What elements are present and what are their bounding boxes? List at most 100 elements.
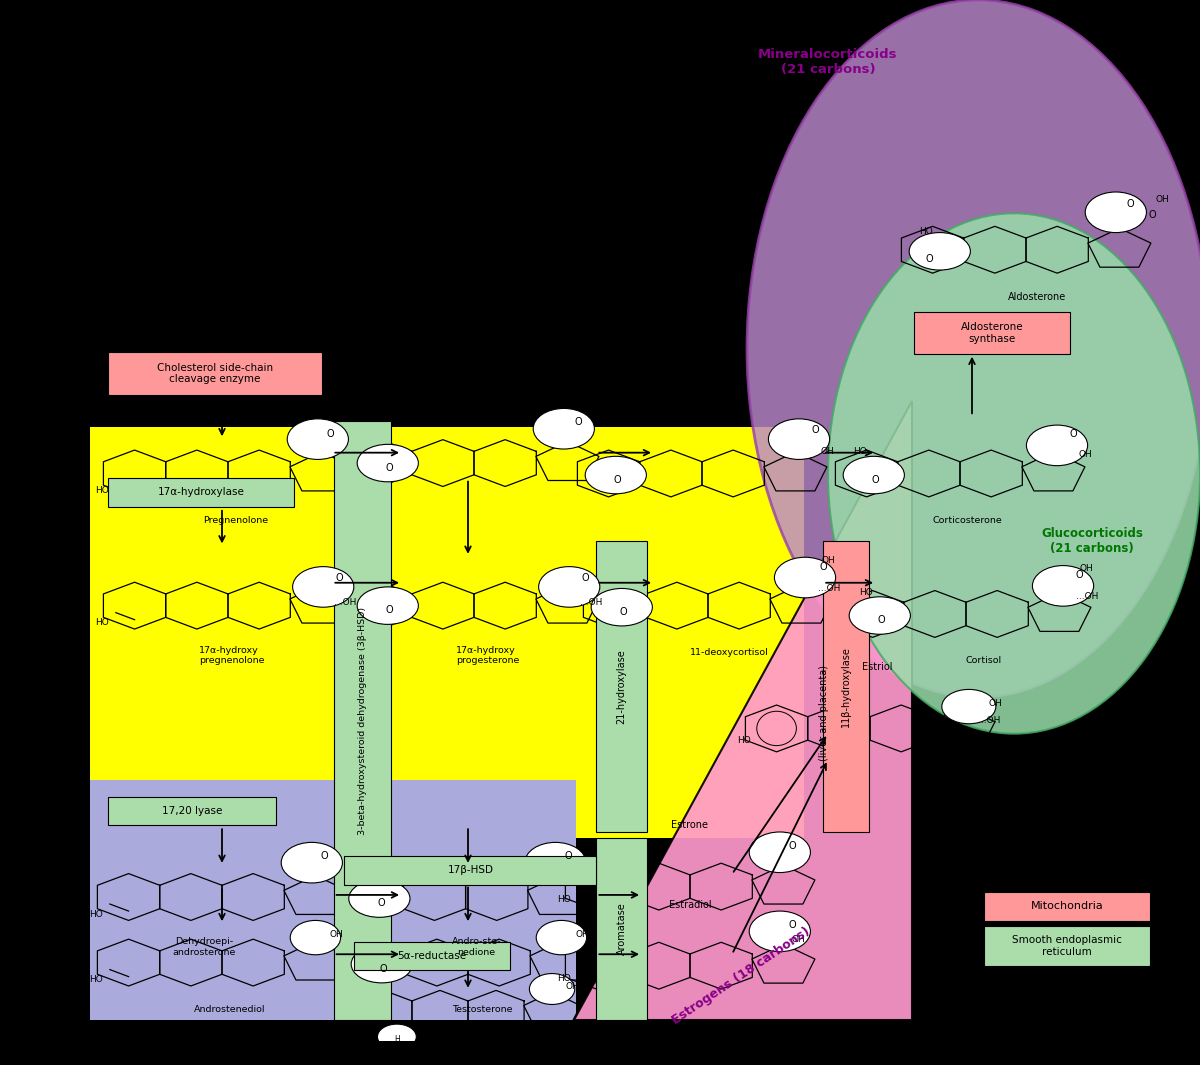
Text: Progestagens (21 carbons): Progestagens (21 carbons) — [68, 542, 80, 721]
Text: Andro-ste-
nedione: Andro-ste- nedione — [451, 937, 502, 956]
Text: 5α-reductase: 5α-reductase — [397, 951, 467, 961]
Text: O: O — [820, 561, 827, 572]
Text: Progesterone: Progesterone — [449, 397, 514, 407]
Text: 17α-hydroxylase: 17α-hydroxylase — [157, 487, 245, 497]
Text: O: O — [564, 851, 572, 862]
FancyBboxPatch shape — [354, 941, 510, 970]
Text: Aldosterone
synthase: Aldosterone synthase — [961, 323, 1024, 344]
Text: O: O — [1075, 570, 1084, 580]
Ellipse shape — [1032, 566, 1093, 606]
Text: ...OH: ...OH — [334, 599, 356, 607]
Text: HO: HO — [95, 619, 109, 627]
Text: ...OH: ...OH — [1075, 592, 1098, 602]
FancyBboxPatch shape — [344, 856, 596, 885]
Text: 11-deoxycortisol: 11-deoxycortisol — [690, 648, 769, 657]
FancyBboxPatch shape — [914, 312, 1070, 354]
Text: Mitochondria: Mitochondria — [1031, 901, 1103, 912]
FancyBboxPatch shape — [596, 838, 647, 1020]
Text: Dihydrote-
stosterone: Dihydrote- stosterone — [457, 1049, 505, 1065]
Text: Smooth endoplasmic
reticulum: Smooth endoplasmic reticulum — [1012, 935, 1122, 956]
Polygon shape — [574, 400, 912, 1020]
Text: OH: OH — [821, 447, 834, 456]
Ellipse shape — [524, 842, 586, 883]
Ellipse shape — [768, 419, 829, 459]
FancyBboxPatch shape — [108, 477, 294, 507]
Text: 3-beta-hydroxysteroid dehydrogenase (3β-HSD): 3-beta-hydroxysteroid dehydrogenase (3β-… — [358, 607, 367, 835]
Text: O: O — [1148, 211, 1156, 220]
Ellipse shape — [349, 880, 410, 917]
Text: 17,20 lyase: 17,20 lyase — [162, 806, 222, 816]
Text: O: O — [326, 429, 335, 440]
Text: O: O — [925, 255, 932, 264]
Ellipse shape — [586, 456, 647, 494]
Text: 17α-hydroxy
progesterone: 17α-hydroxy progesterone — [456, 645, 520, 666]
Text: HO: HO — [557, 973, 571, 983]
Text: Dehydroepi-
androsterone: Dehydroepi- androsterone — [173, 937, 235, 956]
Text: OH: OH — [330, 930, 343, 939]
FancyBboxPatch shape — [108, 797, 276, 825]
Ellipse shape — [536, 920, 587, 954]
Text: OH: OH — [576, 930, 589, 939]
Text: 11β-hydroxylase: 11β-hydroxylase — [841, 646, 851, 727]
Ellipse shape — [844, 456, 905, 494]
Ellipse shape — [910, 232, 971, 271]
FancyBboxPatch shape — [984, 891, 1150, 921]
Text: Estriol: Estriol — [862, 662, 893, 672]
Text: Aromatase: Aromatase — [617, 902, 626, 955]
Text: O: O — [336, 573, 343, 583]
Text: OH: OH — [1079, 564, 1093, 573]
Text: O: O — [877, 616, 886, 625]
Text: Pregnenolone: Pregnenolone — [203, 515, 268, 525]
FancyBboxPatch shape — [823, 541, 869, 833]
Text: O: O — [320, 851, 329, 862]
Ellipse shape — [281, 842, 342, 883]
Text: Testosterone: Testosterone — [452, 1005, 512, 1014]
Text: Estradiol: Estradiol — [668, 900, 712, 910]
Text: O: O — [871, 475, 880, 485]
Text: O: O — [377, 898, 385, 908]
Ellipse shape — [358, 587, 419, 624]
Ellipse shape — [749, 832, 810, 872]
Text: Estrone: Estrone — [672, 820, 708, 831]
Ellipse shape — [746, 0, 1200, 698]
Ellipse shape — [287, 419, 348, 459]
Text: O: O — [379, 964, 388, 973]
Text: Deoxy-
corticosterone: Deoxy- corticosterone — [673, 408, 742, 427]
Text: O: O — [1127, 199, 1134, 210]
Ellipse shape — [529, 973, 575, 1004]
Ellipse shape — [828, 213, 1200, 734]
Ellipse shape — [293, 567, 354, 607]
Text: OH: OH — [1079, 450, 1092, 459]
Text: HO: HO — [95, 486, 109, 495]
Text: O: O — [1069, 429, 1078, 440]
Ellipse shape — [592, 589, 653, 626]
Text: O: O — [613, 475, 622, 485]
Text: HO: HO — [853, 447, 866, 456]
Text: O: O — [582, 573, 589, 583]
Ellipse shape — [774, 557, 835, 597]
Text: HO: HO — [89, 976, 103, 984]
Text: 21-hydroxylase: 21-hydroxylase — [617, 650, 626, 724]
Text: HO: HO — [919, 227, 932, 235]
Ellipse shape — [942, 689, 996, 724]
Ellipse shape — [290, 920, 341, 954]
Text: Cholesterol side-chain
cleavage enzyme: Cholesterol side-chain cleavage enzyme — [157, 363, 272, 384]
Text: Glucocorticoids
(21 carbons): Glucocorticoids (21 carbons) — [1042, 527, 1142, 555]
Text: Estrogens (18 carbons): Estrogens (18 carbons) — [670, 925, 814, 1028]
Text: O: O — [619, 607, 628, 617]
Text: O: O — [364, 1029, 372, 1039]
Ellipse shape — [378, 1025, 416, 1049]
Text: 17α-hydroxy
pregnenolone: 17α-hydroxy pregnenolone — [199, 645, 265, 666]
Text: O: O — [788, 841, 797, 851]
Text: HO: HO — [737, 736, 751, 746]
Ellipse shape — [539, 567, 600, 607]
Ellipse shape — [352, 946, 413, 983]
Ellipse shape — [1085, 192, 1146, 232]
Text: HO: HO — [557, 895, 571, 903]
Text: Androstenediol: Androstenediol — [193, 1005, 265, 1014]
Text: O: O — [575, 417, 582, 427]
FancyBboxPatch shape — [90, 781, 576, 1020]
Text: Cortisol: Cortisol — [966, 656, 1002, 666]
Text: O: O — [811, 425, 820, 435]
Text: ...OH: ...OH — [580, 599, 602, 607]
